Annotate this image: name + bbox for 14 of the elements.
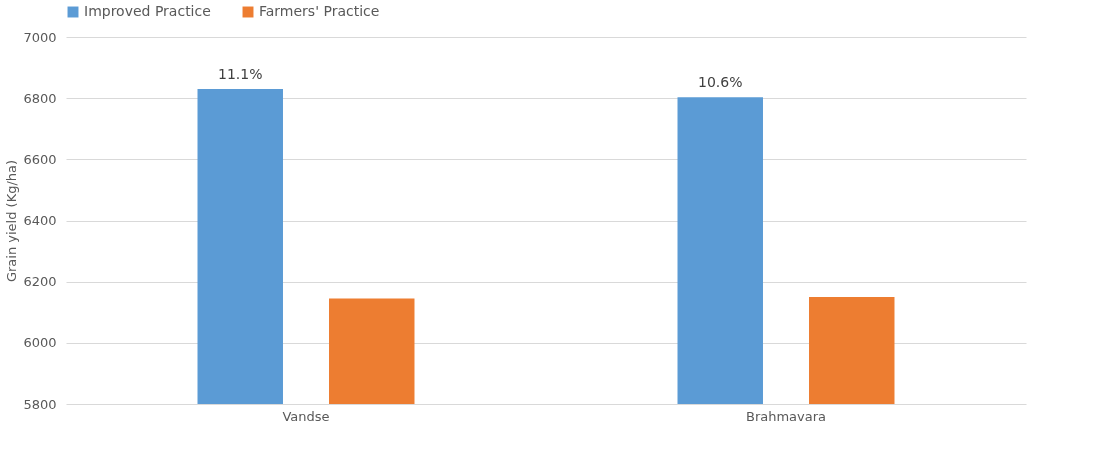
annotation: 11.1% — [218, 65, 263, 82]
x-tick-label: Brahmavara — [745, 408, 827, 424]
y-axis-title: Grain yield (Kg/ha) — [4, 159, 20, 283]
legend-label: Improved Practice — [84, 3, 211, 19]
y-tick-label: 6600 — [23, 151, 57, 167]
annotation: 10.6% — [698, 74, 743, 91]
y-tick-label: 5800 — [23, 396, 57, 412]
x-tick-label: Vandse — [282, 408, 330, 424]
legend-label: Farmers' Practice — [259, 3, 380, 19]
y-tick-label: 6800 — [23, 90, 57, 106]
y-tick-label: 6200 — [23, 274, 57, 290]
y-tick-label: 7000 — [23, 29, 57, 45]
y-tick-label: 6400 — [23, 213, 57, 228]
y-tick-label: 6000 — [23, 335, 57, 351]
